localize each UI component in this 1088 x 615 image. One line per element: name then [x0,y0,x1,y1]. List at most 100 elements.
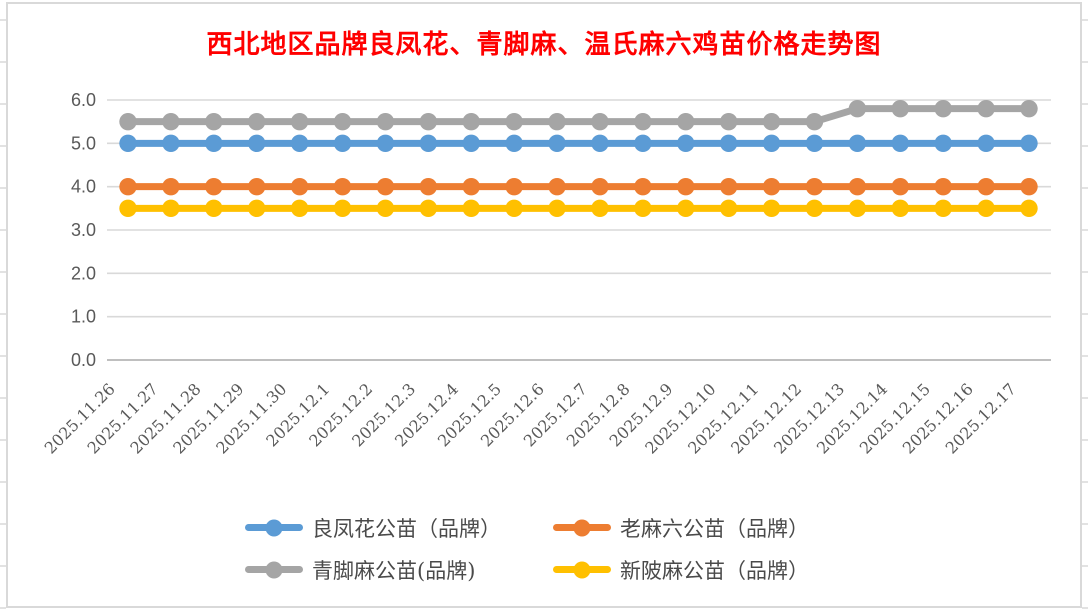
data-point-xinpoma [548,199,566,218]
data-point-qingjiaoma [934,99,952,118]
data-point-laomaliu [848,177,867,196]
data-point-liangfenghua [333,134,352,153]
data-point-xinpoma [119,199,137,218]
data-point-xinpoma [805,199,824,218]
data-point-liangfenghua [376,134,395,153]
data-point-liangfenghua [290,134,309,153]
data-point-laomaliu [419,177,438,196]
data-point-qingjiaoma [248,112,266,131]
legend-item-liangfenghua: 良凤花公苗（品牌） [245,511,553,544]
data-point-laomaliu [290,177,309,196]
data-point-liangfenghua [719,134,738,153]
data-point-xinpoma [376,199,395,218]
data-point-qingjiaoma [677,112,695,131]
data-point-qingjiaoma [548,112,566,131]
data-point-laomaliu [719,177,738,196]
data-point-xinpoma [634,199,652,218]
y-tick-label: 6.0 [71,90,96,110]
data-point-xinpoma [762,199,781,218]
line-marker-icon [245,561,303,578]
data-point-qingjiaoma [719,112,738,131]
data-point-liangfenghua [205,134,223,153]
data-point-qingjiaoma [977,99,995,118]
data-point-qingjiaoma [891,99,909,118]
data-point-xinpoma [419,199,438,218]
data-point-qingjiaoma [634,112,652,131]
data-point-laomaliu [162,177,180,196]
legend-item-laomaliu: 老麻六公苗（品牌） [553,511,809,544]
data-point-liangfenghua [977,134,995,153]
data-point-liangfenghua [934,134,952,153]
line-marker-icon [245,519,303,536]
y-tick-label: 5.0 [71,133,96,153]
data-point-qingjiaoma [462,112,480,131]
line-marker-icon [553,561,611,578]
data-point-qingjiaoma [419,112,438,131]
legend-item-qingjiaoma: 青脚麻公苗(品牌) [245,553,553,586]
data-point-liangfenghua [891,134,909,153]
data-point-laomaliu [119,177,137,196]
data-point-liangfenghua [762,134,781,153]
chart-title: 西北地区品牌良凤花、青脚麻、温氏麻六鸡苗价格走势图 [206,30,882,60]
chart-legend: 良凤花公苗（品牌） 老麻六公苗（品牌） 青脚麻公苗(品牌) 新陂麻公苗（品牌） [245,511,809,586]
data-point-laomaliu [634,177,652,196]
data-point-laomaliu [248,177,266,196]
data-point-xinpoma [934,199,952,218]
data-point-xinpoma [677,199,695,218]
data-point-xinpoma [591,199,609,218]
data-point-liangfenghua [1020,134,1038,153]
data-point-liangfenghua [848,134,867,153]
y-tick-label: 4.0 [71,177,96,197]
data-point-qingjiaoma [376,112,395,131]
data-point-liangfenghua [548,134,566,153]
legend-label: 老麻六公苗（品牌） [620,516,809,541]
data-point-laomaliu [805,177,824,196]
data-point-laomaliu [762,177,781,196]
data-point-xinpoma [248,199,266,218]
y-tick-label: 2.0 [71,263,96,283]
data-point-liangfenghua [634,134,652,153]
data-point-laomaliu [376,177,395,196]
data-point-xinpoma [1020,199,1038,218]
y-tick-label: 3.0 [71,220,96,240]
data-point-laomaliu [333,177,352,196]
data-point-liangfenghua [677,134,695,153]
data-point-xinpoma [505,199,523,218]
data-point-liangfenghua [805,134,824,153]
legend-label: 新陂麻公苗（品牌） [620,558,809,583]
series-line-qingjiaoma [124,105,1033,126]
data-point-liangfenghua [162,134,180,153]
data-point-laomaliu [1020,177,1038,196]
data-point-qingjiaoma [162,112,180,131]
data-point-qingjiaoma [848,99,867,118]
data-point-laomaliu [891,177,909,196]
data-point-laomaliu [591,177,609,196]
data-point-qingjiaoma [1020,99,1038,118]
data-point-liangfenghua [462,134,480,153]
data-point-laomaliu [462,177,480,196]
y-tick-label: 0.0 [71,350,96,370]
data-point-xinpoma [462,199,480,218]
data-point-laomaliu [977,177,995,196]
data-point-liangfenghua [591,134,609,153]
data-point-liangfenghua [419,134,438,153]
data-point-liangfenghua [119,134,137,153]
data-point-qingjiaoma [591,112,609,131]
data-point-qingjiaoma [205,112,223,131]
data-point-laomaliu [548,177,566,196]
y-tick-label: 1.0 [71,307,96,327]
data-point-laomaliu [205,177,223,196]
data-point-qingjiaoma [762,112,781,131]
data-point-xinpoma [290,199,309,218]
data-point-laomaliu [505,177,523,196]
data-point-qingjiaoma [333,112,352,131]
data-point-qingjiaoma [805,112,824,131]
data-point-laomaliu [934,177,952,196]
legend-label: 青脚麻公苗(品牌) [312,558,476,583]
data-point-xinpoma [205,199,223,218]
legend-label: 良凤花公苗（品牌） [312,516,501,541]
data-point-xinpoma [848,199,867,218]
data-point-xinpoma [977,199,995,218]
